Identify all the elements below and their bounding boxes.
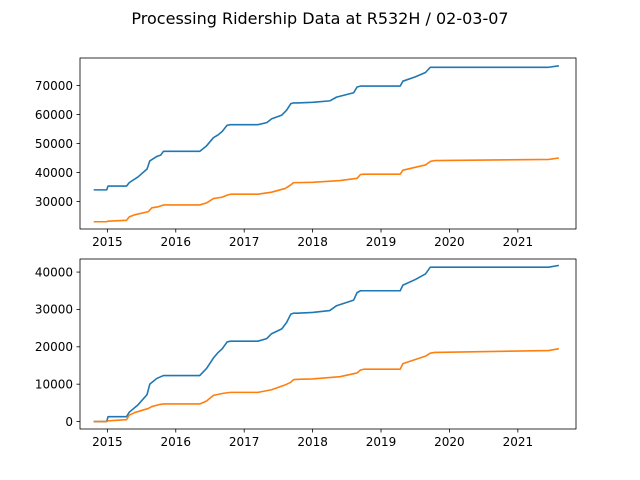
x-tick-label: 2021	[503, 435, 534, 449]
y-tick-label: 20000	[35, 340, 73, 354]
x-tick-label: 2015	[92, 235, 123, 249]
y-tick-label: 30000	[35, 195, 73, 209]
x-tick-label: 2020	[434, 435, 465, 449]
figure-title: Processing Ridership Data at R532H / 02-…	[131, 9, 508, 28]
series-2-line	[93, 347, 560, 423]
x-tick-label: 2018	[297, 235, 328, 249]
series-1-line	[93, 65, 560, 191]
series-1-line	[93, 264, 560, 423]
y-tick-label: 10000	[35, 377, 73, 391]
y-tick-label: 40000	[35, 166, 73, 180]
y-tick-label: 0	[65, 415, 73, 429]
y-tick-label: 60000	[35, 108, 73, 122]
x-tick-label: 2015	[92, 435, 123, 449]
x-tick-label: 2019	[366, 235, 397, 249]
x-tick-label: 2017	[229, 435, 260, 449]
x-tick-label: 2018	[297, 435, 328, 449]
x-tick-label: 2017	[229, 235, 260, 249]
x-tick-label: 2021	[503, 235, 534, 249]
y-tick-label: 40000	[35, 265, 73, 279]
y-tick-label: 30000	[35, 303, 73, 317]
x-tick-label: 2019	[366, 435, 397, 449]
x-tick-label: 2016	[161, 435, 192, 449]
y-tick-label: 70000	[35, 79, 73, 93]
bottom-subplot: 2015 2016 2017 2018 2019 2020 2021 0 10000 20000 3…	[35, 258, 577, 449]
x-tick-label: 2020	[434, 235, 465, 249]
axes-frame	[79, 258, 577, 430]
y-tick-label: 50000	[35, 137, 73, 151]
x-tick-label: 2016	[161, 235, 192, 249]
series-2-line	[93, 157, 560, 223]
top-subplot: 2015 2016 2017 2018 2019 2020 2021 30000 40000 50…	[35, 57, 577, 249]
